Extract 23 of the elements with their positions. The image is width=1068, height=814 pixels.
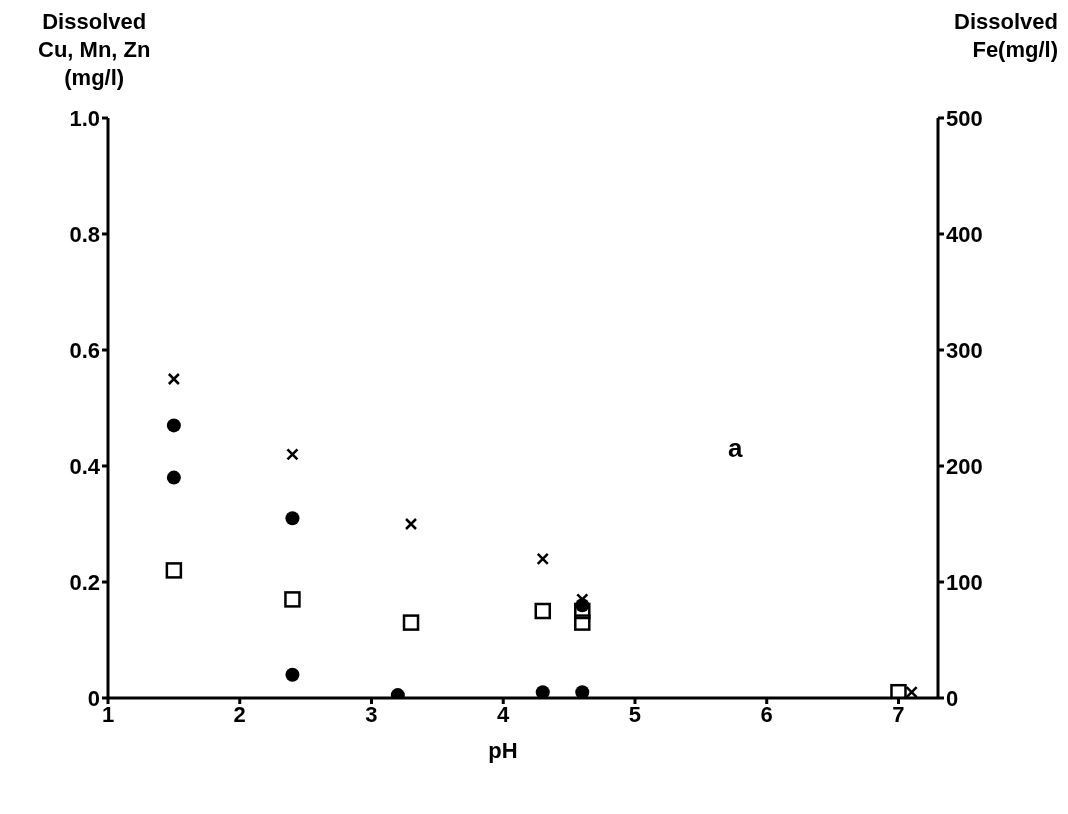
y2-axis-title: Dissolved Fe(mg/l) (954, 8, 1058, 64)
y-tick-label: 0.4 (69, 453, 101, 479)
y-tick-label: 0 (87, 685, 100, 711)
y2-tick-label: 300 (946, 337, 983, 363)
x-axis-title: pH (488, 738, 518, 763)
y2-tick-label: 0 (946, 685, 959, 711)
annotation: a (728, 433, 743, 464)
y2-tick-label: 500 (946, 105, 983, 131)
y2-tick-label: 100 (946, 569, 983, 595)
y2-tick-label: 400 (946, 221, 983, 247)
x-tick-label: 7 (892, 701, 905, 727)
x-tick-label: 3 (365, 701, 378, 727)
y-tick-label: 0.6 (69, 337, 100, 363)
x-tick-label: 2 (233, 701, 246, 727)
y-tick-label: 1.0 (69, 105, 100, 131)
y-tick-label: 0.8 (69, 221, 100, 247)
x-tick-label: 5 (628, 701, 642, 727)
x-tick-label: 6 (760, 701, 773, 727)
x-tick-label: 4 (497, 701, 511, 727)
y2-tick-label: 200 (946, 453, 983, 479)
y-axis-title: Dissolved Cu, Mn, Zn (mg/l) (38, 8, 151, 92)
y-tick-label: 0.2 (69, 569, 100, 595)
x-tick-label: 1 (101, 701, 115, 727)
